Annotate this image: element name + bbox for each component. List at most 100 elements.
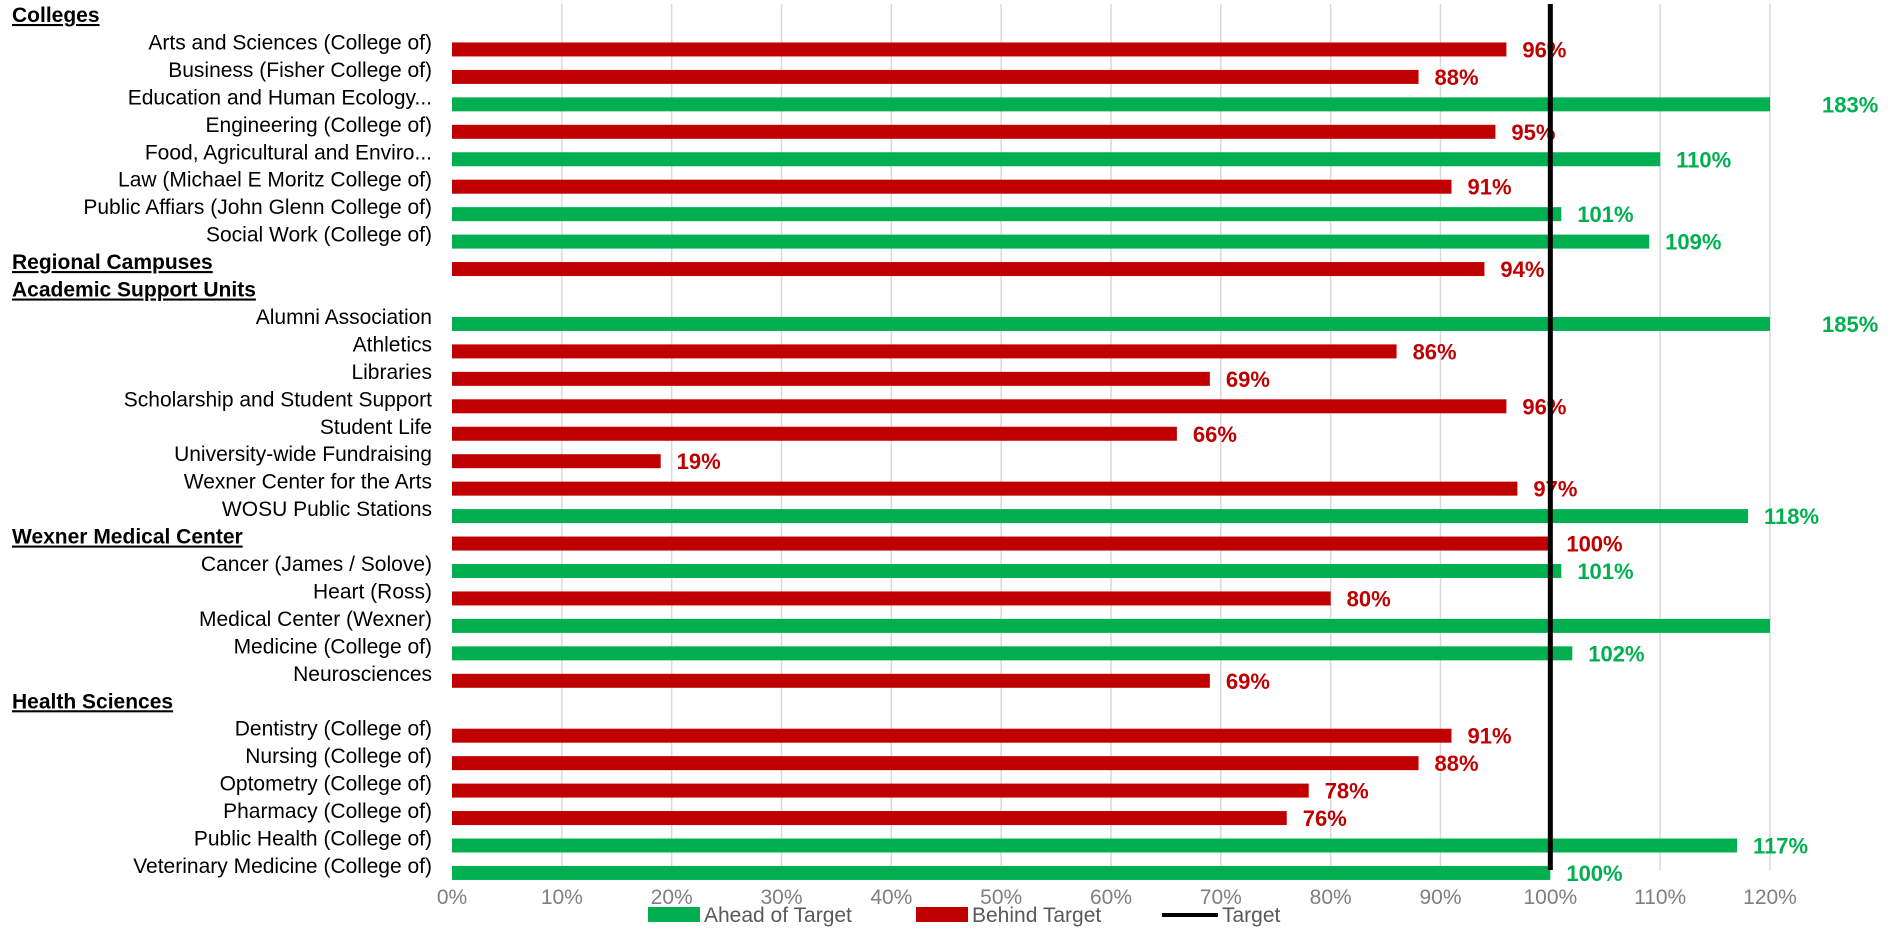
bar	[452, 262, 1485, 277]
data-label: 91%	[1467, 724, 1511, 749]
bar	[452, 152, 1661, 167]
x-tick-label: 100%	[1523, 886, 1577, 909]
bar	[452, 509, 1749, 524]
category-label: Business (Fisher College of)	[168, 59, 432, 82]
data-label: 96%	[1522, 394, 1566, 419]
legend-label: Target	[1222, 904, 1281, 927]
bar	[452, 69, 1419, 84]
x-tick-label: 110%	[1634, 886, 1686, 909]
bars	[452, 42, 1770, 880]
category-label: Wexner Center for the Arts	[184, 471, 432, 494]
x-tick-label: 40%	[870, 886, 912, 909]
bar	[452, 454, 661, 469]
data-label: 101%	[1577, 559, 1633, 584]
section-header: Regional Campuses	[12, 251, 213, 274]
legend: Ahead of Target Behind Target Target	[648, 904, 1281, 927]
data-labels: 96%88%183%95%110%91%101%109%94%185%86%69…	[677, 37, 1879, 886]
category-label: Heart (Ross)	[313, 580, 432, 603]
data-label: 94%	[1500, 257, 1544, 282]
data-label: 100%	[1566, 532, 1622, 557]
category-label: Engineering (College of)	[206, 114, 432, 137]
data-label: 183%	[1822, 92, 1878, 117]
x-tick-label: 50%	[980, 886, 1022, 909]
data-label: 102%	[1588, 641, 1644, 666]
category-label: Scholarship and Student Support	[124, 388, 432, 411]
section-header: Academic Support Units	[12, 279, 256, 302]
category-label: WOSU Public Stations	[222, 498, 432, 521]
data-label: 109%	[1665, 230, 1721, 255]
section-header: Wexner Medical Center	[12, 526, 243, 549]
category-label: Libraries	[351, 361, 432, 384]
bar	[452, 865, 1551, 880]
bar	[452, 179, 1452, 194]
x-tick-label: 70%	[1200, 886, 1242, 909]
data-label: 76%	[1303, 806, 1347, 831]
bar	[452, 234, 1650, 249]
bar	[452, 536, 1551, 551]
data-label: 91%	[1467, 175, 1511, 200]
category-label: Education and Human Ecology...	[128, 86, 432, 109]
x-tick-label: 10%	[541, 886, 583, 909]
category-label: Pharmacy (College of)	[223, 800, 432, 823]
data-label: 100%	[1566, 861, 1622, 886]
bar	[452, 207, 1562, 222]
bar	[452, 399, 1507, 414]
x-tick-label: 60%	[1090, 886, 1132, 909]
data-label: 117%	[1753, 834, 1808, 859]
data-label: 97%	[1533, 477, 1577, 502]
bar	[452, 344, 1397, 359]
data-label: 69%	[1226, 669, 1270, 694]
x-tick-label: 80%	[1310, 886, 1352, 909]
data-label: 19%	[677, 449, 721, 474]
category-label: Cancer (James / Solove)	[201, 553, 432, 576]
legend-swatch	[648, 907, 700, 922]
bar	[452, 97, 1770, 112]
bar	[452, 756, 1419, 771]
data-label: 118%	[1764, 504, 1819, 529]
category-label: Law (Michael E Moritz College of)	[118, 169, 432, 192]
data-label: 69%	[1226, 367, 1270, 392]
data-label: 96%	[1522, 37, 1566, 62]
bar	[452, 591, 1331, 606]
bar	[452, 564, 1562, 578]
bar	[452, 371, 1210, 386]
bar	[452, 646, 1573, 661]
legend-swatch	[916, 907, 968, 922]
category-label: Athletics	[353, 333, 432, 356]
data-label: 86%	[1413, 339, 1457, 364]
x-axis-ticks: 0% 10% 20% 30% 40% 50% 60% 70% 80% 90% 100% 110% 120…	[437, 886, 1797, 909]
data-label: 78%	[1325, 779, 1369, 804]
bar	[452, 618, 1770, 633]
category-label: Alumni Association	[256, 306, 432, 329]
category-label: Medical Center (Wexner)	[199, 608, 432, 631]
data-label: 80%	[1347, 586, 1391, 611]
bar	[452, 316, 1770, 331]
data-label: 88%	[1435, 751, 1479, 776]
data-label: 88%	[1435, 65, 1479, 90]
x-tick-label: 90%	[1419, 886, 1461, 909]
category-label: Optometry (College of)	[220, 773, 432, 796]
category-label: Food, Agricultural and Enviro...	[145, 141, 432, 164]
category-label: Public Health (College of)	[194, 828, 432, 851]
section-header: Health Sciences	[12, 690, 173, 713]
data-label: 66%	[1193, 422, 1237, 447]
category-label: Veterinary Medicine (College of)	[133, 855, 432, 878]
bar	[452, 811, 1287, 826]
category-label: Social Work (College of)	[206, 224, 432, 247]
bar	[452, 783, 1309, 798]
category-label: Neurosciences	[293, 663, 432, 686]
category-label: Arts and Sciences (College of)	[148, 31, 432, 54]
data-label: 185%	[1822, 312, 1878, 337]
bar	[452, 673, 1210, 688]
category-label: Public Affiars (John Glenn College of)	[83, 196, 432, 219]
data-label: 110%	[1676, 147, 1731, 172]
data-label: 101%	[1577, 202, 1633, 227]
x-tick-label: 30%	[760, 886, 802, 909]
bar	[452, 728, 1452, 743]
category-label: Nursing (College of)	[245, 745, 432, 768]
bar	[452, 124, 1496, 139]
bar	[452, 42, 1507, 57]
section-header: Colleges	[12, 4, 100, 27]
